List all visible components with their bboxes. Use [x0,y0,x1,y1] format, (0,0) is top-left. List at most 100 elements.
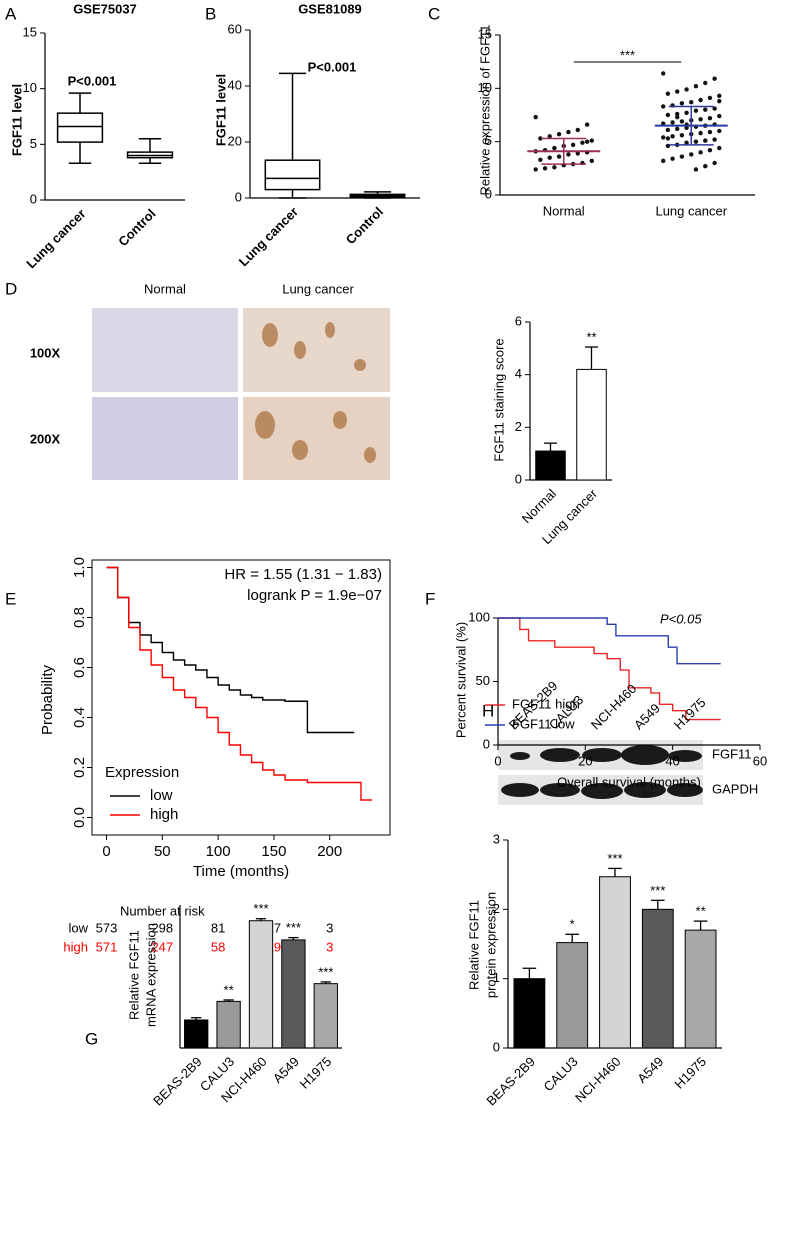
point [707,116,713,121]
y-axis-label: FGF11 staining score [491,338,506,461]
point [693,84,699,89]
bar [556,942,589,1049]
point [684,140,689,145]
point [665,91,671,96]
y-tick-label: 3 [493,831,500,846]
panel-letter: F [425,589,435,608]
point [665,112,671,118]
point [707,95,713,101]
bar [248,920,274,1049]
lane-label: H1975 [671,695,709,733]
point [575,151,580,156]
y-axis-label: Percent survival (%) [453,622,468,738]
y-tick-label: 0 [235,189,242,204]
panel-letter: E [5,589,16,608]
chart-title: GSE81089 [298,1,362,16]
y-tick-label: 0 [515,471,522,486]
point [670,134,675,139]
annotation: logrank P = 1.9e−07 [247,587,382,604]
point [538,157,543,162]
bar [535,450,566,481]
y-tick-label: 0 [30,191,37,206]
image-column-label: Lung cancer [282,281,354,296]
bar [216,1000,241,1049]
point [575,127,580,133]
point [665,127,671,133]
point [679,133,685,138]
point [693,108,699,113]
point [552,165,557,170]
bar [684,929,717,1049]
y-tick-label: 0.8 [71,607,88,628]
x-tick-label: Lung cancer [655,203,727,218]
point [542,166,548,171]
annotation: *** [620,47,635,62]
bar [281,939,306,1049]
risk-count: 58 [211,939,225,954]
image-normal-100x [92,308,238,392]
significance: ** [696,904,706,919]
chart-title: GSE75037 [73,1,137,16]
significance: * [570,917,575,932]
y-tick-label: 15 [478,26,492,41]
y-tick-label: 1.0 [71,557,88,578]
point [679,119,685,124]
point [589,138,594,143]
y-tick-label: 1 [493,970,500,985]
panel-letter: G [85,1029,98,1048]
band-label: GAPDH [712,781,758,796]
box [264,159,321,191]
y-tick-label: 20 [228,133,242,148]
legend-title: Expression [105,764,179,781]
y-axis-label: Relative expression of FGF11 [477,25,492,196]
point [693,167,699,172]
point [661,121,666,126]
significance: ** [224,982,234,997]
y-axis-label: mRNA expression [143,923,158,1027]
x-tick-label: Lung cancer [236,204,301,269]
point [661,135,666,140]
point [584,122,590,127]
y-tick-label: 60 [228,21,242,36]
point [703,80,708,86]
y-tick-label: 10 [23,80,37,95]
point [661,158,666,164]
histology-images [92,308,390,480]
point [679,154,685,159]
risk-count: 573 [96,920,118,935]
significance: ** [586,329,596,344]
bar [513,978,546,1049]
point [717,98,722,104]
x-tick-label: Normal [543,203,585,218]
y-axis-label: Relative FGF11 [466,900,481,990]
x-tick-label: 50 [154,843,171,860]
plot-frame [91,559,391,836]
risk-count: 81 [211,920,225,935]
y-tick-label: 6 [515,313,522,328]
y-axis-label: FGF11 level [213,74,228,146]
point [698,117,703,122]
legend-label: low [150,787,173,804]
y-tick-label: 5 [30,136,37,151]
band-label: FGF11 [712,746,752,761]
bar [184,1019,209,1049]
point [538,136,543,141]
y-axis-label: Probability [39,664,56,735]
significance: *** [607,851,622,866]
point [707,148,713,153]
legend-label: high [150,806,178,823]
bands [501,745,703,799]
image-normal-200x [92,397,238,480]
image-row-label: 100X [30,345,61,360]
point [570,142,576,148]
y-tick-label: 15 [23,24,37,39]
risk-row-label: low [68,920,88,935]
point [703,107,708,112]
x-tick-label: A549 [634,1054,666,1086]
x-tick-label: 40 [665,753,679,768]
point [675,126,680,132]
x-tick-label: 20 [578,753,592,768]
y-tick-label: 50 [476,673,490,688]
risk-count: 3 [326,939,333,954]
